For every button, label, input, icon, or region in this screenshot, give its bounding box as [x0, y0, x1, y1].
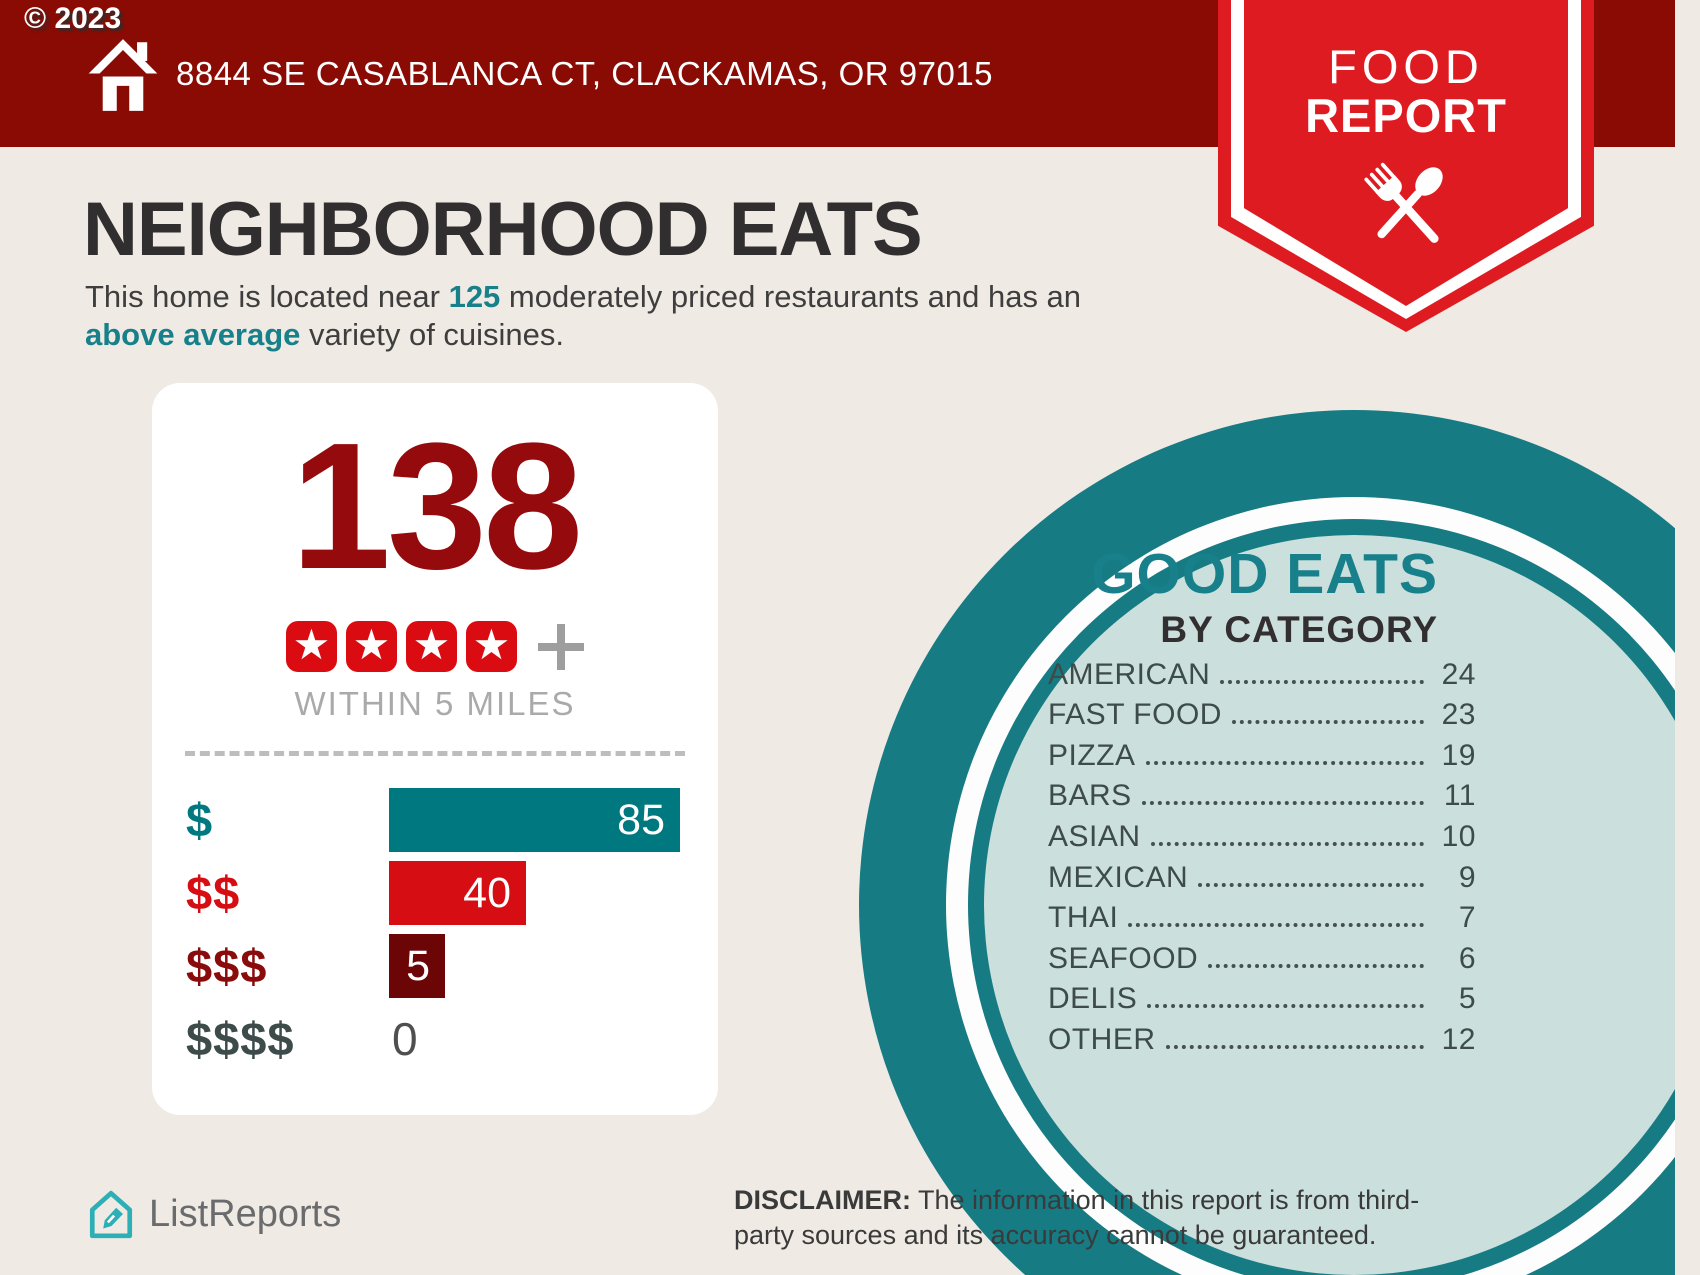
category-label: THAI — [1048, 901, 1119, 935]
category-label: MEXICAN — [1048, 860, 1189, 894]
dotted-leader — [1165, 1044, 1424, 1049]
star-icon: ★ — [466, 621, 517, 672]
plus-icon — [538, 623, 584, 670]
dotted-leader — [1141, 801, 1424, 806]
price-bars: $85 $$ 40 $$$ 5 $$$$ 0 — [152, 788, 718, 1080]
dotted-leader — [1145, 760, 1424, 765]
property-address: 8844 SE CASABLANCA CT, CLACKAMAS, OR 970… — [176, 54, 994, 92]
crossed-spoon-fork-icon — [1364, 162, 1443, 243]
intro-paragraph: This home is located near 125 moderately… — [85, 278, 1095, 354]
category-row: FAST FOOD 23 — [1048, 696, 1476, 737]
category-label: BARS — [1048, 779, 1132, 813]
intro-text-3: variety of cuisines. — [300, 317, 565, 352]
category-row: DELIS 5 — [1048, 980, 1476, 1021]
dotted-leader — [1231, 720, 1424, 725]
intro-text-2: moderately priced restaurants and has an — [500, 279, 1082, 314]
food-report-ribbon: FOOD REPORT — [1218, 0, 1594, 332]
price-bar: 40 — [389, 861, 526, 925]
restaurant-stats-card: 138 ★ ★ ★ ★ WITHIN 5 MILES $85 $$ 40 $$$ 5 $$$$ 0 — [152, 383, 718, 1115]
price-bar: 85 — [389, 788, 680, 852]
page-title: NEIGHBORHOOD EATS — [83, 187, 923, 272]
price-bar-row: $$$$ 0 — [152, 1007, 718, 1071]
disclaimer-label: DISCLAIMER: — [734, 1185, 911, 1215]
good-eats-title: GOOD EATS — [1091, 542, 1438, 606]
category-value: 23 — [1441, 698, 1476, 732]
listreports-logo-icon — [89, 1190, 133, 1239]
restaurant-count: 138 — [290, 406, 583, 607]
copyright-text: © 2023 — [24, 2, 122, 35]
category-value: 6 — [1458, 941, 1476, 975]
category-value: 19 — [1441, 738, 1476, 772]
category-label: OTHER — [1048, 1022, 1156, 1056]
intro-count: 125 — [448, 279, 501, 314]
category-value: 5 — [1458, 982, 1476, 1016]
circle-fill — [984, 535, 1675, 1275]
price-bar-value: 40 — [463, 868, 511, 917]
dashed-divider — [185, 751, 685, 756]
category-row: PIZZA 19 — [1048, 736, 1476, 777]
price-level-label: $ — [186, 793, 214, 847]
category-row: THAI 7 — [1048, 899, 1476, 940]
star-icon: ★ — [406, 621, 457, 672]
star-rating: ★ ★ ★ ★ — [152, 621, 718, 672]
dotted-leader — [1220, 679, 1424, 684]
price-bar-row: $85 — [152, 788, 718, 852]
price-level-label: $$ — [186, 866, 241, 920]
good-eats-subtitle: BY CATEGORY — [1160, 609, 1438, 650]
dotted-leader — [1147, 1004, 1424, 1009]
category-row: MEXICAN 9 — [1048, 858, 1476, 899]
price-bar-row: $$ 40 — [152, 861, 718, 925]
category-value: 11 — [1443, 779, 1476, 813]
category-value: 24 — [1441, 657, 1476, 691]
category-value: 10 — [1441, 819, 1476, 853]
price-bar: 5 — [389, 934, 445, 998]
price-bar-value: 85 — [617, 795, 665, 844]
home-icon — [88, 39, 158, 111]
listreports-logo-text: ListReports — [149, 1192, 342, 1235]
category-label: AMERICAN — [1048, 657, 1211, 691]
good-eats-header: GOOD EATS BY CATEGORY — [1020, 546, 1438, 651]
price-level-label: $$$$ — [186, 1012, 295, 1066]
star-icon: ★ — [346, 621, 397, 672]
category-row: AMERICAN 24 — [1048, 655, 1476, 696]
dotted-leader — [1150, 841, 1424, 846]
star-icon: ★ — [286, 621, 337, 672]
category-value: 12 — [1441, 1022, 1476, 1056]
intro-highlight: above average — [85, 317, 301, 352]
price-bar-value: 0 — [392, 1013, 418, 1065]
intro-text-1: This home is located near — [85, 279, 449, 314]
category-row: OTHER 12 — [1048, 1020, 1476, 1061]
category-row: BARS 11 — [1048, 777, 1476, 818]
price-bar-row: $$$ 5 — [152, 934, 718, 998]
category-row: ASIAN 10 — [1048, 817, 1476, 858]
radius-label: WITHIN 5 MILES — [294, 685, 576, 722]
category-value: 7 — [1458, 901, 1476, 935]
price-bar-value: 5 — [406, 941, 430, 990]
dotted-leader — [1208, 963, 1424, 968]
category-label: PIZZA — [1048, 738, 1136, 772]
category-label: FAST FOOD — [1048, 698, 1222, 732]
disclaimer-text: DISCLAIMER: The information in this repo… — [734, 1185, 1420, 1250]
category-list: AMERICAN 24 FAST FOOD 23 PIZZA 19 BARS 11 ASIAN 1… — [1048, 655, 1476, 1061]
listreports-brand: ListReports — [85, 1186, 341, 1242]
category-label: SEAFOOD — [1048, 941, 1199, 975]
price-level-label: $$$ — [186, 939, 268, 993]
category-label: ASIAN — [1048, 819, 1141, 853]
category-label: DELIS — [1048, 982, 1138, 1016]
ribbon-title-line1: FOOD — [1328, 40, 1484, 93]
category-value: 9 — [1458, 860, 1476, 894]
dotted-leader — [1128, 923, 1424, 928]
dotted-leader — [1198, 882, 1424, 887]
ribbon-title-line2: REPORT — [1305, 89, 1507, 143]
category-row: SEAFOOD 6 — [1048, 939, 1476, 980]
